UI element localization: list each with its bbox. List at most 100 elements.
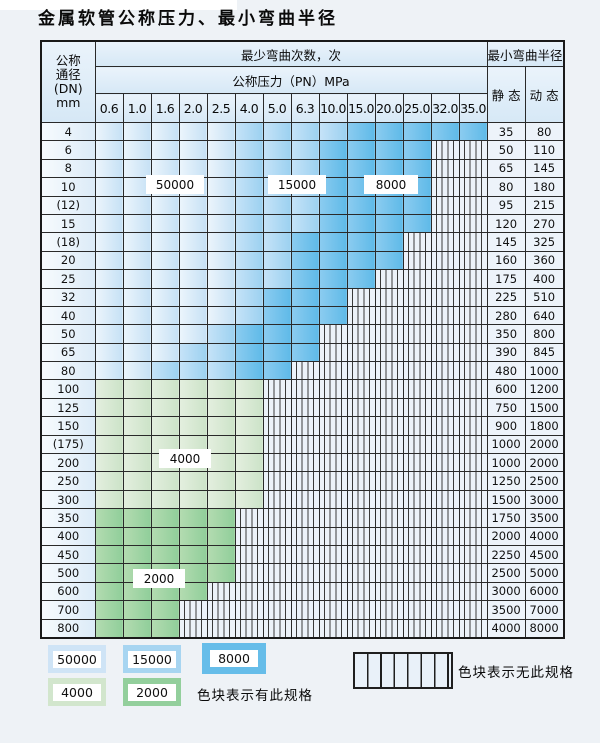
grid-cell-band-2k [178, 508, 208, 528]
grid-cell-unavailable [374, 508, 404, 528]
grid-cell-band-8k [318, 305, 348, 326]
band-label-50000: 50000 [146, 175, 204, 194]
grid-cell-band-50k [150, 269, 180, 289]
grid-cell-band-50k [122, 324, 152, 344]
grid-cell-unavailable [374, 305, 404, 326]
dynamic-radius-value: 6000 [524, 581, 565, 602]
grid-cell-unavailable [458, 544, 488, 565]
grid-cell-unavailable [402, 618, 432, 639]
band-label-8000: 8000 [364, 175, 418, 194]
grid-cell-band-15k [234, 305, 264, 326]
grid-cell-unavailable [458, 342, 488, 363]
grid-cell-band-50k [206, 250, 236, 271]
grid-cell-band-15k [234, 269, 264, 289]
table-row: 15 120 270 [40, 213, 565, 234]
grid-cell-unavailable [402, 232, 432, 252]
dn-cell: 20 [40, 250, 96, 271]
grid-cell-unavailable [402, 526, 432, 546]
static-radius-value: 35 [486, 121, 526, 142]
dynamic-radius-value: 640 [524, 305, 565, 326]
grid-cell-band-8k [234, 324, 264, 344]
grid-cell-unavailable [430, 397, 460, 418]
grid-cell-unavailable [262, 600, 292, 620]
grid-cell-unavailable [402, 434, 432, 455]
static-column-header: 静 态 [486, 66, 526, 123]
grid-cell-unavailable [458, 563, 488, 583]
grid-cell-band-50k [122, 269, 152, 289]
grid-cell-unavailable [234, 508, 264, 528]
table-row: 250 1250 2500 [40, 471, 565, 491]
pressure-tick: 6.3 [290, 93, 320, 123]
grid-cell-unavailable [402, 379, 432, 399]
table-row: 500 2500 5000 [40, 563, 565, 583]
grid-cell-band-50k [150, 232, 180, 252]
grid-cell-unavailable [262, 581, 292, 602]
dynamic-radius-value: 4500 [524, 544, 565, 565]
grid-cell-band-4k [234, 471, 264, 491]
grid-cell-unavailable [374, 471, 404, 491]
grid-cell-band-15k [262, 250, 292, 271]
header-row-2: 公称压力（PN）MPa 静 态 动 态 [41, 66, 565, 123]
table-row: 80 480 1000 [40, 361, 565, 381]
grid-cell-unavailable [374, 489, 404, 510]
grid-cell-band-8k [346, 213, 376, 234]
table-row: 400 2000 4000 [40, 526, 565, 546]
grid-cell-band-4k [94, 379, 124, 399]
pressure-tick: 2.0 [178, 93, 208, 123]
grid-cell-unavailable [430, 544, 460, 565]
dynamic-radius-value: 510 [524, 287, 565, 307]
grid-cell-unavailable [346, 379, 376, 399]
static-radius-value: 3000 [486, 581, 526, 602]
grid-cell-band-8k [402, 195, 432, 215]
grid-cell-band-4k [150, 379, 180, 399]
grid-cell-band-4k [234, 397, 264, 418]
grid-cell-unavailable [346, 581, 376, 602]
grid-cell-unavailable [234, 581, 264, 602]
grid-cell-band-4k [94, 453, 124, 473]
legend-chip-50000-label: 50000 [53, 650, 101, 668]
grid-cell-band-50k [122, 213, 152, 234]
legend-hatch-sample [353, 652, 453, 689]
grid-cell-unavailable [402, 397, 432, 418]
grid-cell-band-50k [150, 250, 180, 271]
static-radius-value: 480 [486, 361, 526, 381]
grid-cell-band-2k [94, 508, 124, 528]
grid-cell-band-4k [150, 471, 180, 491]
grid-cell-unavailable [402, 342, 432, 363]
grid-cell-band-15k [234, 177, 264, 197]
grid-cell-unavailable [290, 600, 320, 620]
dn-cell: 40 [40, 305, 96, 326]
grid-cell-band-4k [234, 434, 264, 455]
grid-cell-band-2k [94, 526, 124, 546]
grid-cell-band-2k [150, 544, 180, 565]
grid-cell-band-50k [122, 232, 152, 252]
grid-cell-unavailable [430, 232, 460, 252]
grid-cell-unavailable [458, 434, 488, 455]
grid-cell-unavailable [402, 361, 432, 381]
grid-cell-unavailable [458, 453, 488, 473]
grid-cell-band-8k [346, 250, 376, 271]
dn-cell: 300 [40, 489, 96, 510]
dn-cell: 250 [40, 471, 96, 491]
grid-cell-band-4k [122, 489, 152, 510]
grid-cell-band-4k [206, 453, 236, 473]
static-radius-value: 1750 [486, 508, 526, 528]
grid-cell-band-15k [206, 361, 236, 381]
grid-cell-band-4k [94, 397, 124, 418]
grid-cell-band-50k [150, 342, 180, 363]
grid-cell-unavailable [290, 361, 320, 381]
grid-cell-band-8k [318, 140, 348, 160]
dn-cell: 15 [40, 213, 96, 234]
grid-cell-unavailable [430, 140, 460, 160]
grid-cell-band-4k [206, 416, 236, 436]
pressure-tick: 15.0 [346, 93, 376, 123]
grid-cell-unavailable [318, 361, 348, 381]
grid-cell-band-4k [178, 379, 208, 399]
grid-cell-unavailable [430, 581, 460, 602]
static-radius-value: 1500 [486, 489, 526, 510]
grid-cell-unavailable [346, 361, 376, 381]
grid-cell-unavailable [262, 397, 292, 418]
grid-cell-band-8k [346, 195, 376, 215]
grid-cell-band-4k [234, 379, 264, 399]
grid-cell-band-8k [402, 121, 432, 142]
